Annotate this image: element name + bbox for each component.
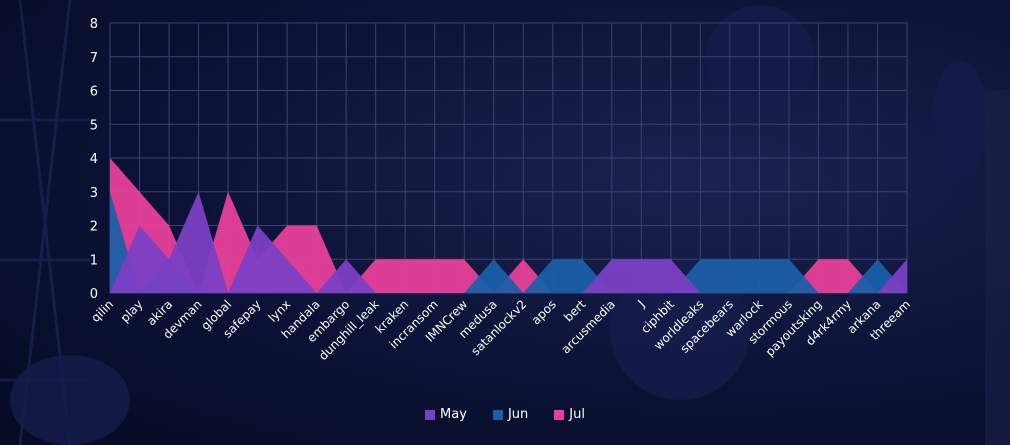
series-area-jun xyxy=(110,191,907,293)
legend-label: May xyxy=(440,407,467,422)
legend-item-jun[interactable]: Jun xyxy=(492,407,529,422)
legend-label: Jun xyxy=(507,407,529,422)
y-tick-label: 3 xyxy=(90,186,98,201)
y-tick-label: 1 xyxy=(90,253,98,268)
y-tick-label: 0 xyxy=(90,287,98,302)
y-tick-label: 8 xyxy=(90,17,98,32)
y-tick-label: 2 xyxy=(90,220,98,235)
y-tick-label: 4 xyxy=(90,152,98,167)
y-tick-label: 7 xyxy=(90,51,98,66)
legend-item-jul[interactable]: Jul xyxy=(554,407,585,422)
y-tick-label: 6 xyxy=(90,85,98,100)
series-area-jul xyxy=(110,158,907,293)
legend-swatch xyxy=(492,409,503,420)
legend-swatch xyxy=(425,409,436,420)
area-series xyxy=(110,158,907,293)
x-tick-label: arcusmedia xyxy=(559,297,618,356)
y-tick-label: 5 xyxy=(90,118,98,133)
x-tick-label: apos xyxy=(529,297,559,327)
legend-item-may[interactable]: May xyxy=(425,407,467,422)
x-tick-label: J xyxy=(634,297,647,310)
y-axis-ticks: 0 1 2 3 4 5 6 7 8 xyxy=(90,17,98,302)
legend-swatch xyxy=(554,409,565,420)
series-area-may xyxy=(110,191,907,293)
legend-label: Jul xyxy=(569,407,585,422)
legend: May Jun Jul xyxy=(0,407,1010,422)
x-tick-label: play xyxy=(118,297,146,325)
